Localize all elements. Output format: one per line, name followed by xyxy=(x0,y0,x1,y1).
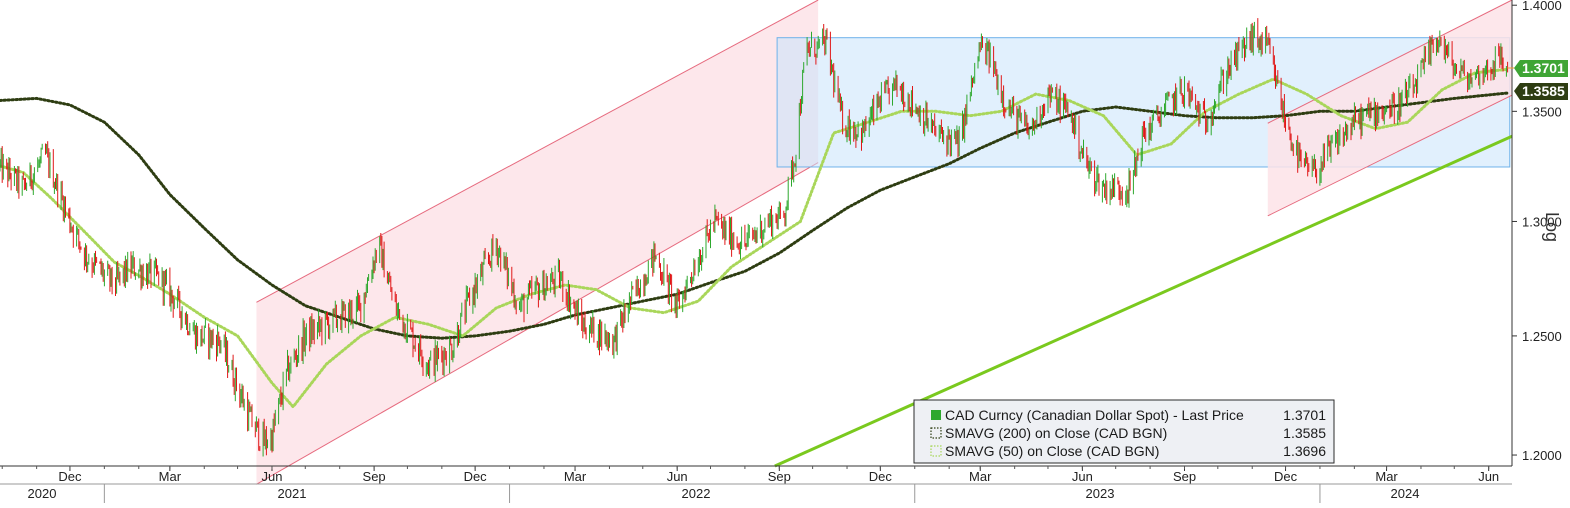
legend-box: CAD Curncy (Canadian Dollar Spot) - Last… xyxy=(913,399,1335,464)
legend-swatch-sma200 xyxy=(930,427,942,439)
x-tick-label: Mar xyxy=(564,469,587,484)
series-line-sma50 xyxy=(0,67,1510,410)
x-tick-label: Mar xyxy=(1375,469,1398,484)
legend-background xyxy=(913,399,1335,464)
y-tick-label: 1.2500 xyxy=(1522,329,1562,344)
x-tick-label: Dec xyxy=(869,469,893,484)
last-value-tag-price-bg xyxy=(1514,60,1568,77)
last-value-tag-sma200-text: 1.3585 xyxy=(1522,83,1565,99)
legend-entry-sma50: SMAVG (50) on Close (CAD BGN) 1.3696 xyxy=(930,443,1326,459)
x-tick-label: Sep xyxy=(363,469,386,484)
x-year-label: 2021 xyxy=(278,486,307,501)
x-tick-label: Dec xyxy=(58,469,82,484)
x-tick-label: Jun xyxy=(667,469,688,484)
legend-value-sma50: 1.3696 xyxy=(1283,443,1326,459)
x-tick-label: Dec xyxy=(464,469,488,484)
channel-upper-line-0 xyxy=(256,0,819,303)
channel-fill-0 xyxy=(256,0,819,485)
x-tick-label: Jun xyxy=(1478,469,1499,484)
axes-layer xyxy=(0,0,1513,485)
legend-entry-sma200: SMAVG (200) on Close (CAD BGN) 1.3585 xyxy=(930,425,1326,441)
log-scale-label: Log xyxy=(1542,212,1562,242)
x-tick-label: Mar xyxy=(159,469,182,484)
x-year-label: 2024 xyxy=(1391,486,1420,501)
price-candles xyxy=(0,18,1509,457)
x-tick-label: Jun xyxy=(261,469,282,484)
x-tick-label: Dec xyxy=(1274,469,1298,484)
x-year-label: 2023 xyxy=(1086,486,1115,501)
legend-swatch-sma50 xyxy=(930,445,942,457)
legend-swatch-price xyxy=(931,410,941,420)
overlay-layer xyxy=(256,0,1513,485)
last-value-tag-sma200: 1.3585 xyxy=(1514,83,1568,100)
legend-label-price: CAD Curncy (Canadian Dollar Spot) - Last… xyxy=(945,407,1244,423)
x-year-label: 2020 xyxy=(28,486,57,501)
y-tick-label: 1.3000 xyxy=(1522,214,1562,229)
channel-upper-line-2 xyxy=(1267,0,1513,124)
x-tick-label: Mar xyxy=(969,469,992,484)
legend-label-sma50: SMAVG (50) on Close (CAD BGN) xyxy=(945,443,1159,459)
x-year-label: 2022 xyxy=(682,486,711,501)
x-tick-label: Jun xyxy=(1072,469,1093,484)
last-value-tag-sma200-bg xyxy=(1514,83,1568,100)
legend-value-sma200: 1.3585 xyxy=(1283,425,1326,441)
channel-lower-line-2 xyxy=(1267,94,1513,217)
y-tick-label: 1.4000 xyxy=(1522,0,1562,13)
last-value-tag-price: 1.3701 xyxy=(1514,60,1568,77)
x-tick-label: Sep xyxy=(1173,469,1196,484)
last-value-tag-price-text: 1.3701 xyxy=(1522,60,1565,76)
legend-entry-price: CAD Curncy (Canadian Dollar Spot) - Last… xyxy=(931,407,1326,423)
x-tick-label: Sep xyxy=(768,469,791,484)
y-tick-label: 1.2000 xyxy=(1522,448,1562,463)
y-tick-label: 1.3500 xyxy=(1522,104,1562,119)
legend-label-sma200: SMAVG (200) on Close (CAD BGN) xyxy=(945,425,1167,441)
support-trendline-3 xyxy=(774,134,1513,468)
channel-lower-line-0 xyxy=(256,162,819,485)
series-layer xyxy=(0,18,1510,457)
series-line-sma200 xyxy=(0,91,1510,340)
legend-value-price: 1.3701 xyxy=(1283,407,1326,423)
